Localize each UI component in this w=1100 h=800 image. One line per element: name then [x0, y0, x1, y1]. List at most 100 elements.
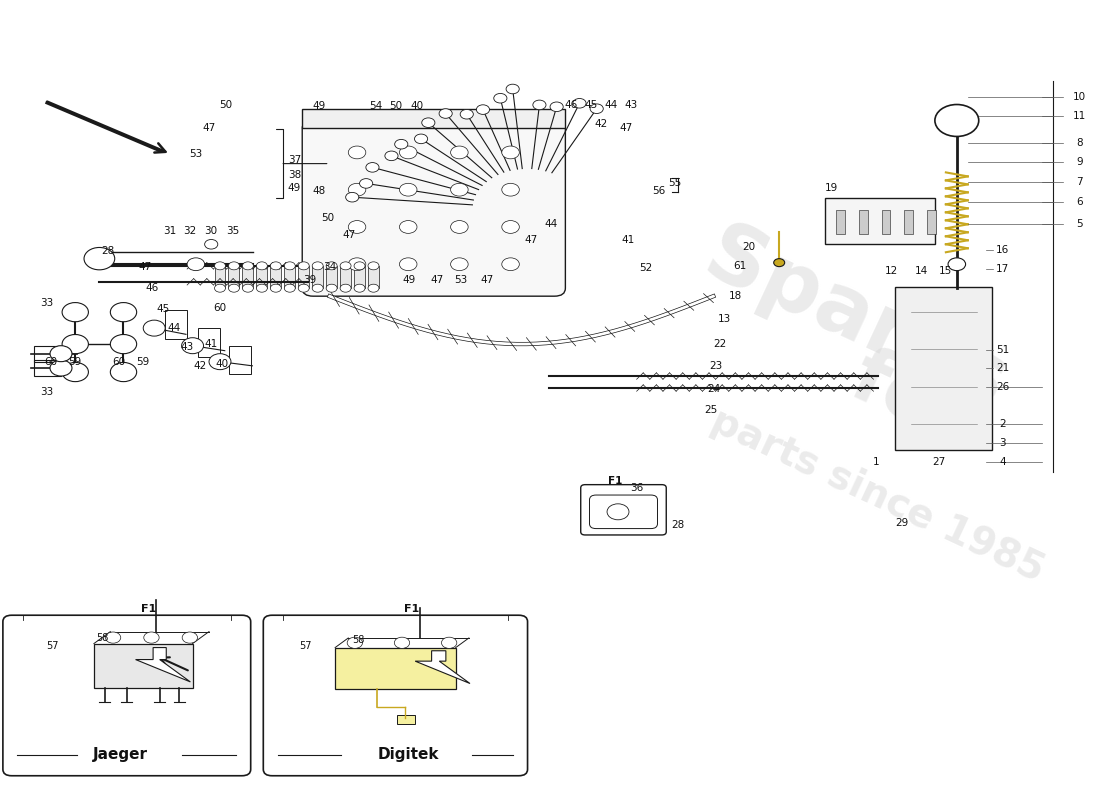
- Bar: [354, 266, 365, 288]
- Text: 47: 47: [139, 262, 152, 273]
- Bar: [298, 266, 309, 288]
- Text: 59: 59: [68, 357, 81, 366]
- Circle shape: [144, 632, 159, 643]
- Circle shape: [62, 302, 88, 322]
- Text: parts since 1985: parts since 1985: [705, 402, 1050, 590]
- Circle shape: [110, 334, 136, 354]
- Circle shape: [366, 162, 379, 172]
- Text: 45: 45: [584, 99, 597, 110]
- Text: 23: 23: [710, 362, 723, 371]
- Text: 4: 4: [1000, 458, 1006, 467]
- Text: 20: 20: [741, 242, 755, 252]
- Text: 9: 9: [1076, 157, 1082, 167]
- Circle shape: [502, 221, 519, 234]
- Circle shape: [506, 84, 519, 94]
- FancyBboxPatch shape: [302, 121, 565, 296]
- Circle shape: [187, 258, 205, 270]
- Circle shape: [242, 262, 253, 270]
- Text: 39: 39: [304, 275, 317, 286]
- Text: 16: 16: [997, 245, 1010, 255]
- Text: Jaeger: Jaeger: [92, 747, 147, 762]
- Circle shape: [110, 362, 136, 382]
- Text: 28: 28: [672, 519, 685, 530]
- Text: 42: 42: [194, 361, 207, 370]
- Text: 56: 56: [652, 186, 666, 196]
- Text: 31: 31: [163, 226, 176, 236]
- Text: 49: 49: [402, 275, 415, 286]
- Text: 49: 49: [288, 183, 301, 194]
- Circle shape: [394, 637, 409, 648]
- Text: 50: 50: [219, 99, 232, 110]
- Circle shape: [214, 284, 225, 292]
- Text: 14: 14: [915, 266, 928, 276]
- Text: 51: 51: [997, 346, 1010, 355]
- Text: 1: 1: [872, 458, 879, 467]
- Text: 34: 34: [323, 262, 337, 273]
- Text: 37: 37: [288, 155, 301, 166]
- Bar: [825, 198, 935, 244]
- Text: 11: 11: [1072, 111, 1086, 122]
- Bar: [336, 647, 455, 689]
- Text: 40: 40: [216, 359, 229, 369]
- Circle shape: [948, 258, 966, 270]
- Text: 43: 43: [625, 99, 638, 110]
- Bar: [340, 266, 351, 288]
- Text: 13: 13: [717, 314, 732, 323]
- Circle shape: [368, 262, 379, 270]
- Bar: [927, 210, 936, 234]
- Bar: [34, 360, 60, 376]
- Circle shape: [106, 632, 121, 643]
- Text: 12: 12: [884, 266, 898, 276]
- Circle shape: [349, 183, 366, 196]
- Text: 41: 41: [205, 339, 218, 349]
- Circle shape: [326, 284, 337, 292]
- Circle shape: [312, 284, 323, 292]
- Polygon shape: [135, 647, 190, 682]
- Circle shape: [573, 98, 586, 108]
- Text: 50: 50: [321, 213, 334, 223]
- Circle shape: [50, 346, 72, 362]
- Text: 48: 48: [312, 186, 326, 196]
- Text: for: for: [839, 340, 982, 460]
- Text: 42: 42: [595, 119, 608, 130]
- Circle shape: [349, 146, 366, 159]
- Circle shape: [773, 258, 784, 266]
- Circle shape: [143, 320, 165, 336]
- Circle shape: [502, 258, 519, 270]
- Circle shape: [62, 362, 88, 382]
- Text: 33: 33: [40, 298, 54, 307]
- Bar: [214, 266, 225, 288]
- Text: 60: 60: [45, 357, 57, 366]
- Circle shape: [494, 94, 507, 103]
- Text: 33: 33: [40, 387, 54, 397]
- Circle shape: [451, 258, 469, 270]
- Bar: [34, 346, 60, 362]
- Bar: [302, 109, 565, 129]
- Text: 47: 47: [619, 123, 632, 134]
- Bar: [882, 210, 891, 234]
- Circle shape: [590, 104, 603, 114]
- Text: 40: 40: [410, 101, 424, 111]
- Text: 59: 59: [136, 357, 150, 366]
- Text: 32: 32: [183, 226, 196, 236]
- Circle shape: [349, 258, 366, 270]
- Circle shape: [399, 258, 417, 270]
- Text: 45: 45: [156, 304, 169, 314]
- Circle shape: [229, 284, 240, 292]
- Bar: [165, 310, 187, 338]
- Text: 41: 41: [621, 235, 635, 246]
- Circle shape: [451, 146, 469, 159]
- Circle shape: [284, 262, 295, 270]
- Circle shape: [348, 637, 363, 648]
- Circle shape: [50, 360, 72, 376]
- Text: 17: 17: [997, 264, 1010, 274]
- Text: Digitek: Digitek: [377, 747, 439, 762]
- Text: 30: 30: [205, 226, 218, 236]
- Text: 46: 46: [564, 99, 578, 110]
- Circle shape: [532, 100, 546, 110]
- Text: 58: 58: [352, 634, 364, 645]
- Circle shape: [399, 221, 417, 234]
- Bar: [271, 266, 282, 288]
- Text: 36: 36: [630, 483, 644, 493]
- Circle shape: [399, 183, 417, 196]
